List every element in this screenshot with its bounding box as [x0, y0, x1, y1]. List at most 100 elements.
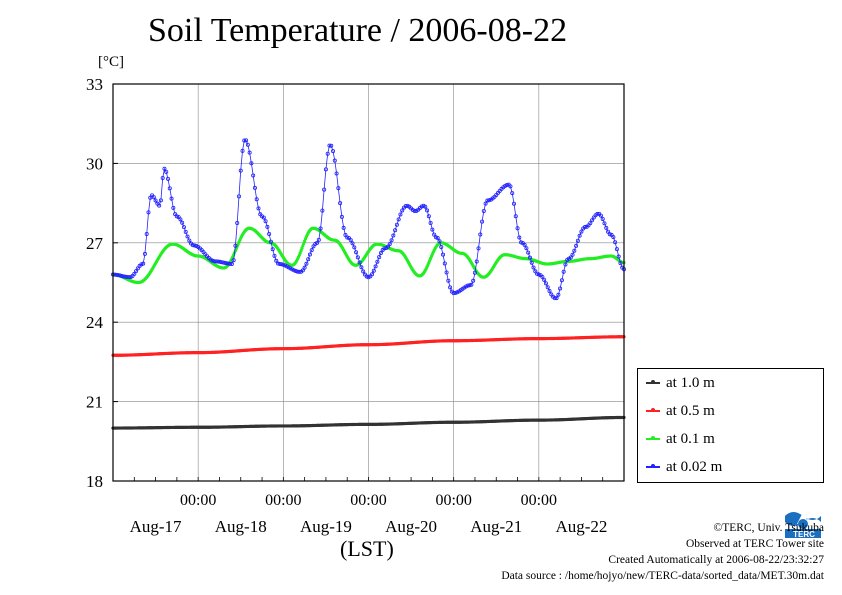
series-point-4 [391, 233, 396, 238]
series-point-4 [242, 138, 247, 143]
series-point-4 [181, 225, 186, 230]
series-point-4 [481, 208, 486, 213]
series-point-4 [529, 260, 534, 265]
series-point-4 [263, 219, 268, 224]
series-point-4 [187, 238, 192, 243]
series-point-4 [320, 208, 325, 213]
series-point-4 [345, 235, 350, 240]
series-point-4 [515, 226, 520, 231]
series-point-4 [307, 252, 312, 257]
series-point-4 [517, 235, 522, 240]
series-point-4 [121, 274, 126, 279]
series-point-4 [272, 253, 277, 258]
series-point-4 [618, 261, 623, 266]
series-point-4 [613, 240, 618, 245]
series-point-4 [302, 265, 307, 270]
x-date-label: Aug-20 [385, 517, 437, 536]
x-date-label: Aug-18 [215, 517, 267, 536]
chart-legend: at 1.0 m at 0.5 m at 0.1 m at 0.02 m [637, 368, 824, 483]
series-point-4 [558, 286, 563, 291]
series-point-4 [373, 264, 378, 269]
x-date-label: Aug-21 [470, 517, 522, 536]
legend-item-1m: at 1.0 m [646, 373, 715, 393]
series-point-4 [309, 248, 314, 253]
series-point-4 [134, 269, 139, 274]
series-point-4 [318, 226, 323, 231]
legend-item-0-1m: at 0.1 m [646, 429, 715, 449]
series-point-4 [245, 142, 250, 147]
x-tick-time-label: 00:00 [350, 492, 386, 509]
series-point-4 [371, 268, 376, 273]
series-point-4 [252, 185, 257, 190]
series-point-4 [247, 150, 252, 155]
series-point-4 [116, 273, 121, 278]
series-point-4 [160, 175, 165, 180]
y-tick-label: 18 [86, 472, 103, 491]
series-point-4 [511, 201, 516, 206]
series-point-4 [375, 259, 380, 264]
series-point-4 [267, 231, 272, 236]
series-point-4 [485, 198, 490, 203]
series-point-4 [171, 205, 176, 210]
y-tick-label: 24 [86, 313, 104, 332]
series-point-4 [158, 198, 163, 203]
series-point-4 [361, 269, 366, 274]
series-point-4 [579, 229, 584, 234]
series-point-4 [425, 208, 430, 213]
legend-swatch-0-02m [646, 464, 660, 468]
y-tick-label: 33 [86, 75, 103, 94]
series-point-4 [526, 250, 531, 255]
series-point-4 [331, 149, 336, 154]
series-point-4 [471, 278, 476, 283]
series-point-4 [426, 214, 431, 219]
series-point-4 [190, 243, 195, 248]
series-point-4 [508, 184, 513, 189]
series-point-4 [352, 245, 357, 250]
x-tick-time-label: 00:00 [521, 492, 557, 509]
series-point-4 [114, 272, 119, 277]
x-tick-time-label: 00:00 [180, 492, 216, 509]
series-point-4 [604, 225, 609, 230]
logo-text: TERC [793, 530, 815, 539]
legend-label-1m: at 1.0 m [666, 374, 715, 391]
series-point-4 [126, 275, 131, 280]
series-point-4 [513, 214, 518, 219]
series-point-4 [437, 239, 442, 244]
series-point-4 [350, 241, 355, 246]
series-point-4 [265, 224, 270, 229]
series-point-4 [522, 242, 527, 247]
credit-observed: Observed at TERC Tower site [685, 538, 824, 550]
series-point-4 [339, 214, 344, 219]
series-point-4 [598, 213, 603, 218]
series-point-4 [403, 204, 408, 209]
series-point-4 [611, 235, 616, 240]
series-point-4 [355, 255, 360, 260]
series-point-4 [141, 261, 146, 266]
legend-label-0-1m: at 0.1 m [666, 430, 715, 447]
legend-swatch-0-1m [646, 436, 660, 440]
credit-source: Data source : /home/hojyo/new/TERC-data/… [501, 570, 824, 582]
series-point-4 [430, 227, 435, 232]
series-point-4 [231, 258, 236, 263]
series-point-4 [510, 191, 515, 196]
series-point-4 [256, 206, 261, 211]
series-point-4 [545, 285, 550, 290]
series-point-4 [378, 251, 383, 256]
series-point-4 [568, 255, 573, 260]
series-point-4 [465, 283, 470, 288]
x-tick-time-label: 00:00 [265, 492, 301, 509]
series-point-4 [348, 238, 353, 243]
series-point-3 [301, 244, 305, 248]
terc-logo-icon [783, 502, 823, 540]
series-point-4 [334, 171, 339, 176]
series-point-4 [540, 275, 545, 280]
series-point-4 [451, 291, 456, 296]
series-point-4 [268, 239, 273, 244]
series-point-4 [444, 270, 449, 275]
series-point-4 [235, 221, 240, 226]
series-point-3 [300, 246, 304, 250]
series-point-4 [588, 221, 593, 226]
series-point-4 [323, 167, 328, 172]
series-point-4 [118, 273, 123, 278]
